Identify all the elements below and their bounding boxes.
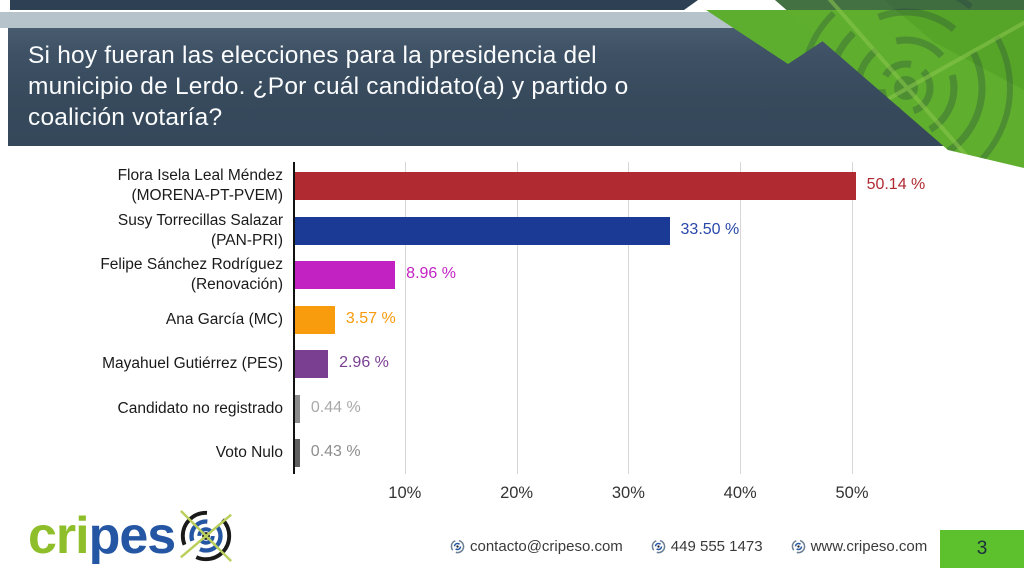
target-bullet-icon [450,539,465,554]
logo-text-green: cri [28,507,90,565]
bar-2 [295,216,670,245]
contact-email: contacto@cripeso.com [450,538,623,555]
category-label: Flora Isela Leal Méndez (MORENA-PT-PVEM) [0,166,283,206]
logo-target-icon [180,510,233,562]
contact-email-text: contacto@cripeso.com [470,538,623,555]
category-label-line: Felipe Sánchez Rodríguez [100,256,283,273]
category-label-line: Candidato no registrado [117,399,283,417]
bar-6 [295,394,300,423]
category-label: Mayahuel Gutiérrez (PES) [0,354,283,374]
gridline [740,162,742,474]
target-bullet-icon [791,539,805,554]
category-label-line: (MORENA-PT-PVEM) [131,187,283,204]
x-axis-tick-label: 50% [835,484,869,502]
gridline [516,162,518,474]
top-accent-strip [10,0,698,10]
category-label-line: (Renovación) [190,276,283,293]
contact-phone-text: 449 555 1473 [670,538,763,555]
category-label: Ana García (MC) [0,310,283,330]
value-label: 2.96 % [339,354,389,371]
x-axis-tick-label: 40% [723,484,757,502]
value-label: 50.14 % [866,176,926,193]
category-label-line: Flora Isela Leal Méndez [117,167,283,184]
page-title: Si hoy fueran las elecciones para la pre… [28,40,629,133]
x-axis-tick-label: 20% [500,484,534,502]
page-number-badge: 3 [940,530,1024,568]
x-axis-tick-label: 30% [611,484,645,502]
logo-text-blue: pes [88,507,177,565]
gridline [628,162,630,474]
cripeso-logo: cri pes [28,503,235,569]
footer-contact-bar: contacto@cripeso.com 449 555 1473 www.cr… [450,538,927,555]
slide-title-banner: Si hoy fueran las elecciones para la pre… [8,28,1024,146]
bar-7 [295,439,300,467]
category-label-line: Voto Nulo [215,444,283,461]
category-label-line: Ana García (MC) [165,310,283,328]
page-number: 3 [976,538,988,559]
category-label: Susy Torrecillas Salazar (PAN-PRI) [0,211,283,251]
bar-5 [295,350,329,378]
contact-website-text: www.cripeso.com [810,538,928,555]
gridline [852,162,853,474]
category-label-line: Mayahuel Gutiérrez (PES) [102,355,283,372]
y-axis-line [293,162,295,474]
target-bullet-icon [651,539,666,554]
bar-1 [295,172,856,200]
contact-phone: 449 555 1473 [651,538,763,555]
value-label: 0.44 % [310,398,361,416]
bar-3 [295,261,396,289]
gridline [404,162,406,474]
poll-results-bar-chart: Flora Isela Leal Méndez (MORENA-PT-PVEM) 5… [0,150,1024,510]
value-label: 33.50 % [680,220,740,238]
gray-accent-strip [0,12,1024,28]
bar-4 [295,305,335,334]
category-label-line: (PAN-PRI) [210,231,283,249]
category-label: Candidato no registrado [0,399,283,419]
value-label: 3.57 % [345,309,396,327]
category-label: Felipe Sánchez Rodríguez (Renovación) [0,255,283,295]
contact-website: www.cripeso.com [791,538,928,555]
category-label-line: Susy Torrecillas Salazar [117,211,283,229]
category-label: Voto Nulo [0,443,283,463]
x-axis-tick-label: 10% [388,484,422,502]
title-line-1: Si hoy fueran las elecciones para la pre… [28,42,597,69]
title-line-2: municipio de Lerdo. ¿Por cuál candidato(… [28,73,629,100]
title-line-3: coalición votaría? [28,104,223,131]
value-label: 0.43 % [310,443,361,460]
value-label: 8.96 % [406,265,456,282]
